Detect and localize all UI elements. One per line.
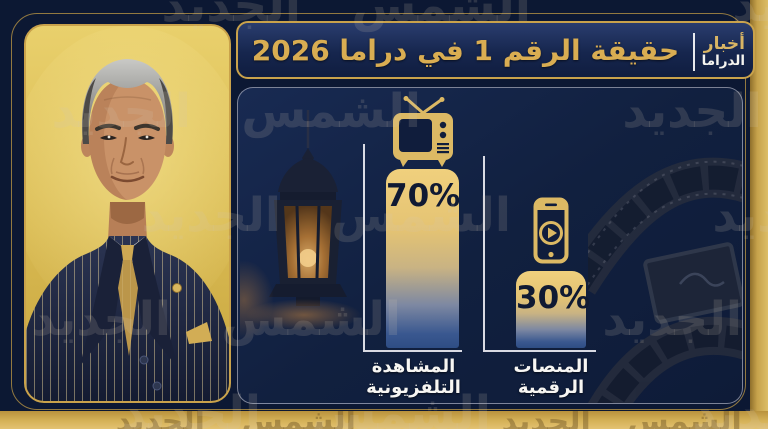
bar-label-digital: المنصات الرقمية: [513, 356, 589, 398]
smartphone-play-icon: [533, 197, 569, 264]
axis-line-vertical-digital: [483, 156, 485, 350]
bar-chart-panel: 70% 30% المشاهدة التلفزيونية المنصات الر…: [237, 87, 743, 404]
bar-tv-viewing: 70%: [386, 169, 461, 348]
bar-value-tv: 70%: [386, 178, 461, 214]
tv-icon: [393, 96, 453, 167]
decorative-outer-frame: [11, 13, 746, 410]
page-title: حقيقة الرقم 1 في دراما 2026: [251, 33, 680, 67]
ramadan-lantern-icon: [240, 110, 362, 340]
bar-digital-platforms: 30%: [516, 271, 591, 348]
brand-separator-line: [693, 33, 695, 71]
gold-side-band: [750, 0, 768, 429]
brand-name-line1: أخبار: [703, 33, 745, 54]
gold-bottom-band: الشمس الجديد الشمس الجديد الشمس الجديد ا…: [0, 411, 768, 429]
brand-name-line2: الدراما: [701, 52, 745, 69]
header-bar: حقيقة الرقم 1 في دراما 2026 أخبار الدرام…: [236, 21, 755, 79]
bar-label-tv: المشاهدة التلفزيونية: [366, 356, 461, 398]
watermark-band-text: الشمس الجديد الشمس الجديد الشمس الجديد ا…: [115, 411, 768, 429]
axis-line-base-tv: [363, 350, 462, 352]
axis-line-base-digital: [483, 350, 596, 352]
bar-value-digital: 30%: [516, 280, 591, 316]
actor-portrait-illustration: [26, 26, 229, 401]
axis-line-vertical-tv: [363, 144, 365, 350]
brand-logo: أخبار الدراما: [687, 27, 747, 77]
filmstrip-icon: [588, 157, 742, 403]
actor-portrait-panel: [24, 24, 231, 403]
